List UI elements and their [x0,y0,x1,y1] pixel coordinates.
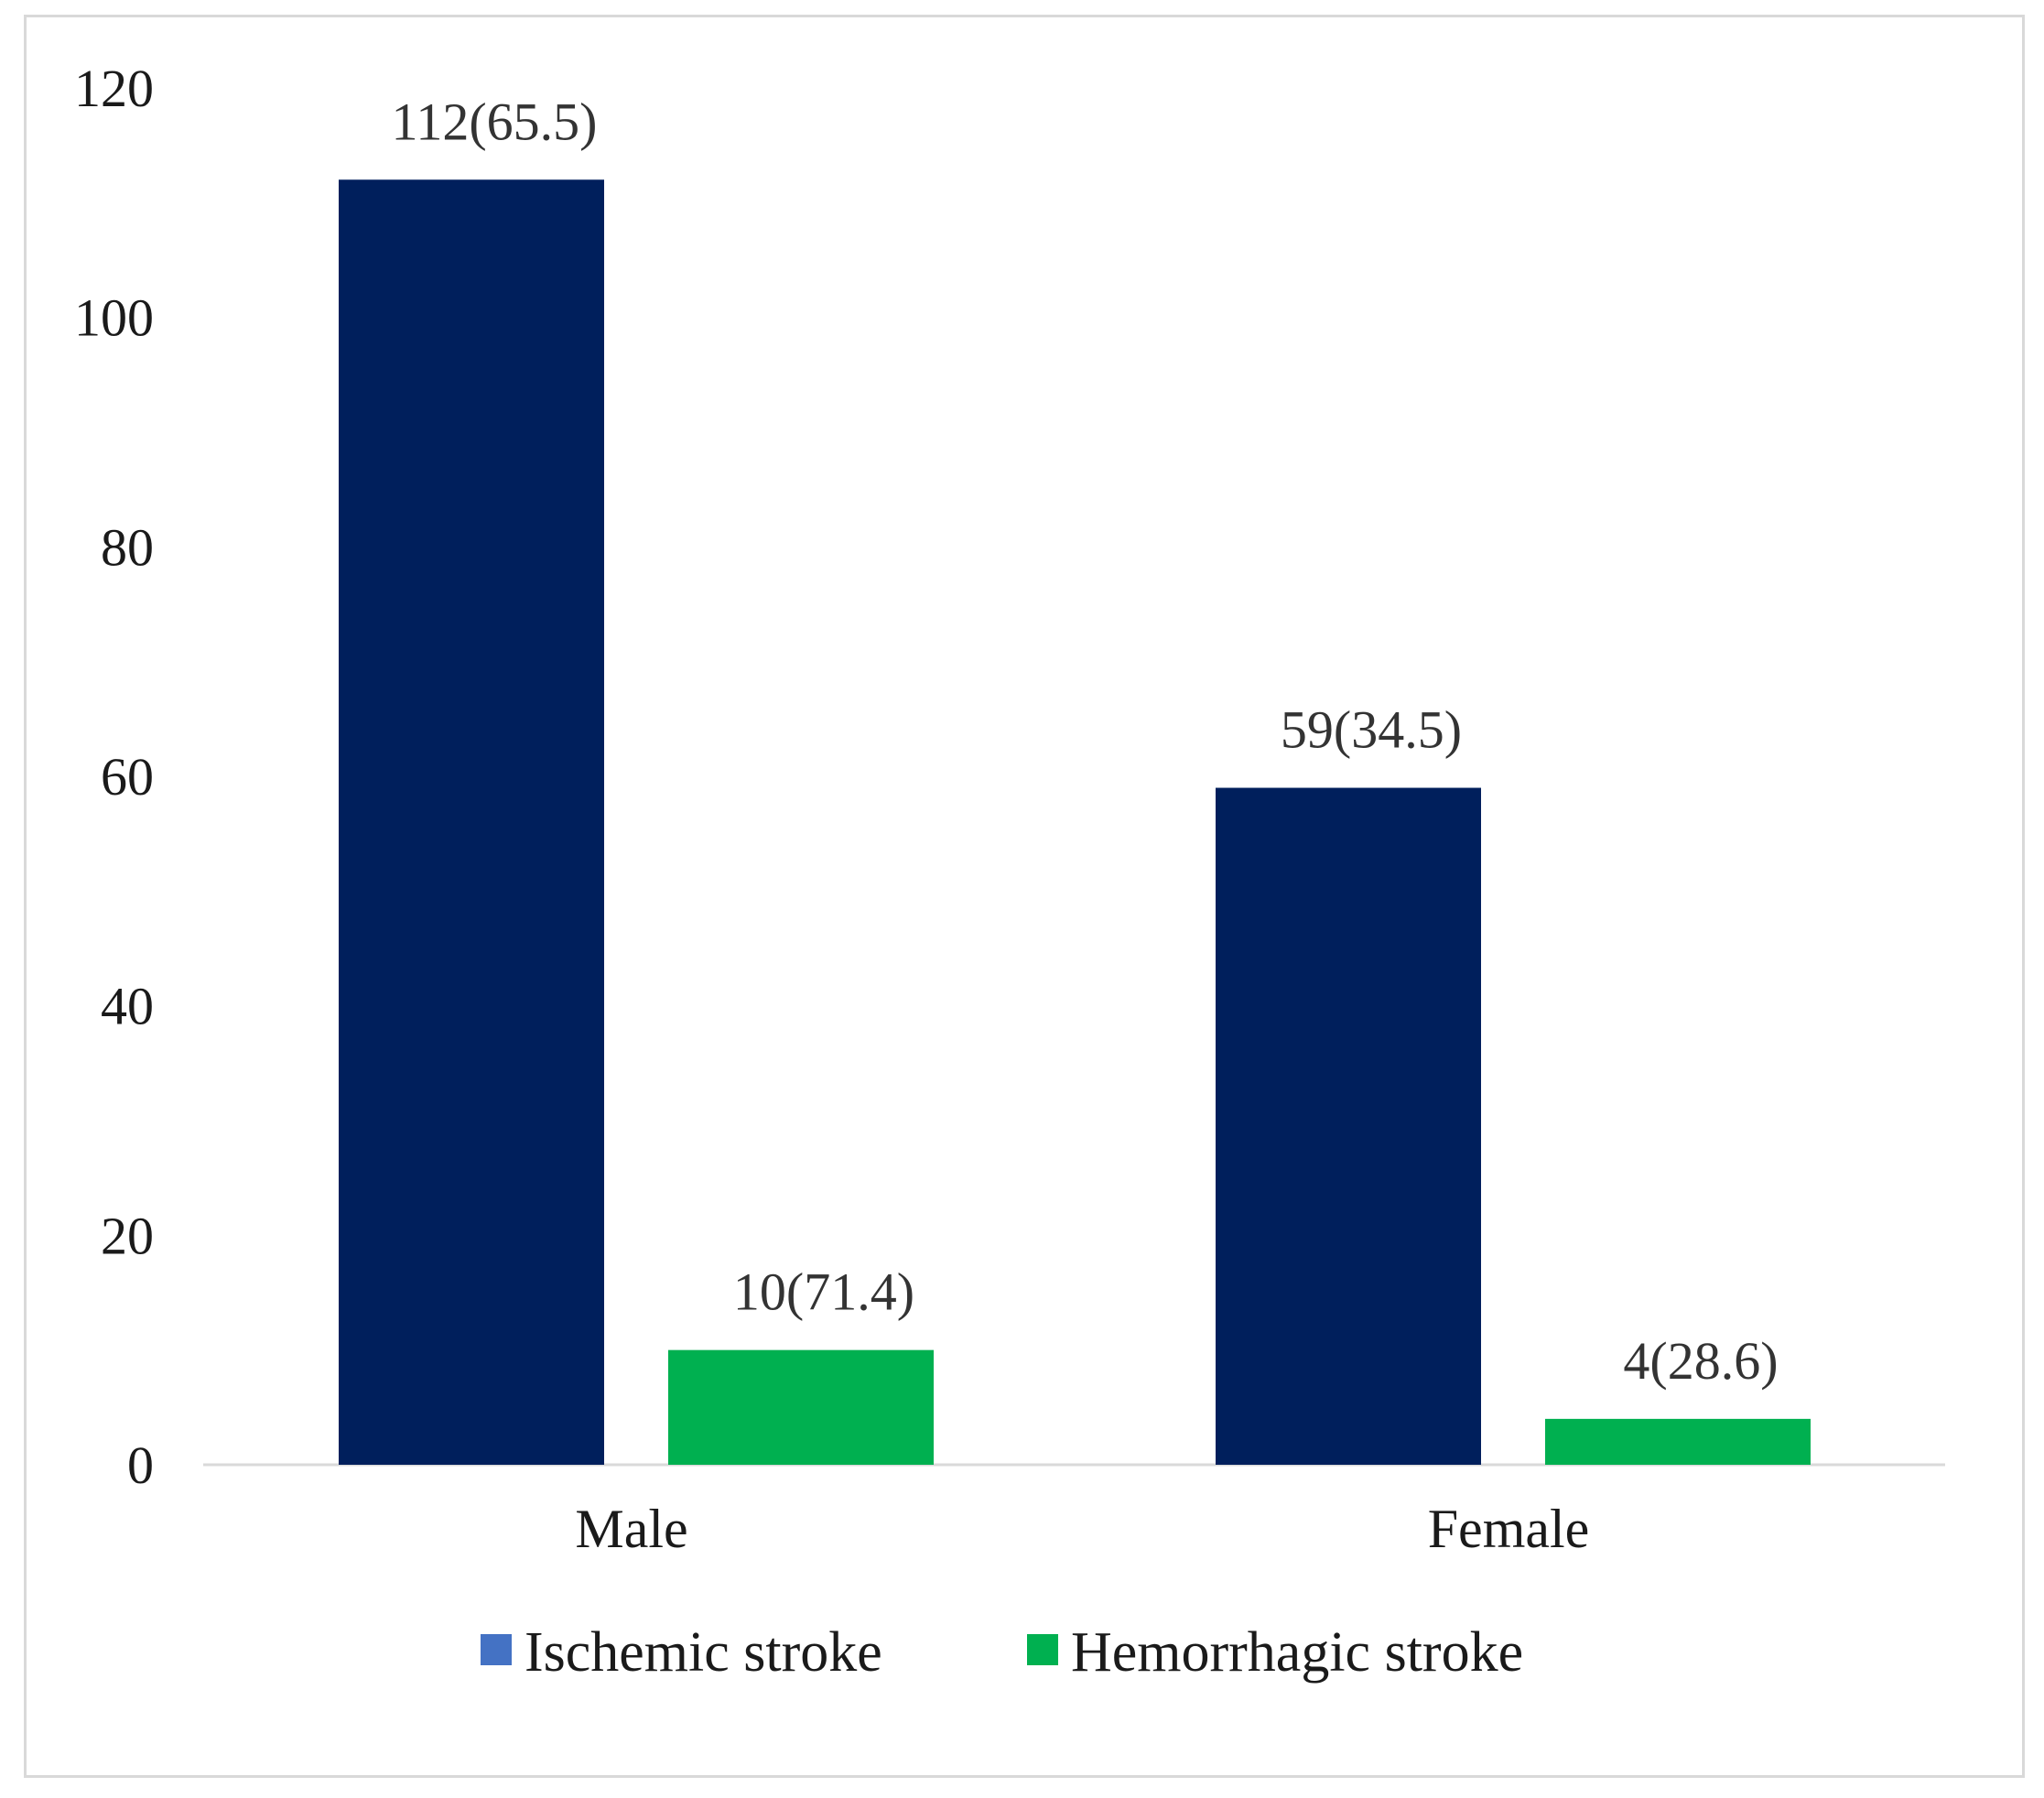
bar-ischemic-stroke-female [1216,787,1481,1465]
y-tick-label: 80 [101,517,154,577]
legend-swatch [481,1634,512,1665]
y-axis-tick-labels: 0 20 40 60 80 100 120 [74,59,154,1495]
legend-label: Hemorrhagic stroke [1071,1621,1523,1684]
legend-label: Ischemic stroke [525,1621,882,1684]
y-tick-label: 60 [101,747,154,807]
y-tick-label: 40 [101,977,154,1036]
data-label: 59(34.5) [1281,700,1462,760]
legend: Ischemic stroke Hemorrhagic stroke [481,1621,1523,1684]
x-category-label: Male [575,1499,687,1559]
y-tick-label: 0 [127,1435,154,1495]
data-labels-group: 112(65.5) 59(34.5) 10(71.4) 4(28.6) [392,92,1779,1391]
bar-ischemic-stroke-male [339,179,604,1466]
data-label: 4(28.6) [1623,1331,1778,1391]
category-labels-group: Male Female [575,1499,1589,1559]
data-label: 112(65.5) [392,92,598,151]
y-tick-label: 100 [74,288,154,348]
bar-hemorrhagic-stroke-female [1545,1418,1811,1465]
data-label: 10(71.4) [733,1262,914,1322]
y-tick-label: 120 [74,59,154,118]
bar-hemorrhagic-stroke-male [668,1349,934,1465]
legend-swatch [1027,1634,1058,1665]
bars-group [339,179,1811,1466]
y-tick-label: 20 [101,1206,154,1265]
x-category-label: Female [1428,1499,1590,1559]
